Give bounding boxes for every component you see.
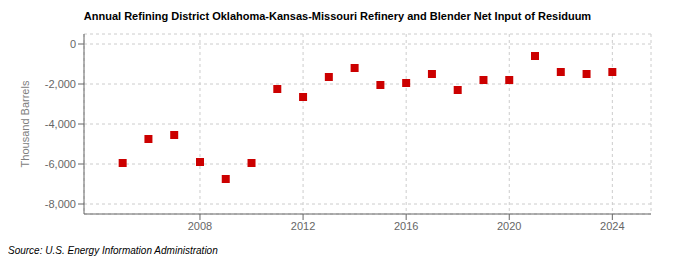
svg-text:-2,000: -2,000 xyxy=(45,78,76,90)
svg-text:-4,000: -4,000 xyxy=(45,118,76,130)
svg-text:2024: 2024 xyxy=(600,220,624,232)
svg-text:2016: 2016 xyxy=(394,220,418,232)
svg-text:2008: 2008 xyxy=(188,220,212,232)
svg-text:2012: 2012 xyxy=(291,220,315,232)
svg-text:-8,000: -8,000 xyxy=(45,198,76,210)
html-text:Annual Refining District Oklah: Annual Refining District Oklahoma-Kansas… xyxy=(83,10,592,22)
svg-text:0: 0 xyxy=(70,38,76,50)
html-text:Source: U.S. Energy Informatio: Source: U.S. Energy Information Administ… xyxy=(8,245,218,256)
svg-text:2020: 2020 xyxy=(497,220,521,232)
svg-text:-6,000: -6,000 xyxy=(45,158,76,170)
svg-text:Thousand Barrels: Thousand Barrels xyxy=(19,80,31,167)
